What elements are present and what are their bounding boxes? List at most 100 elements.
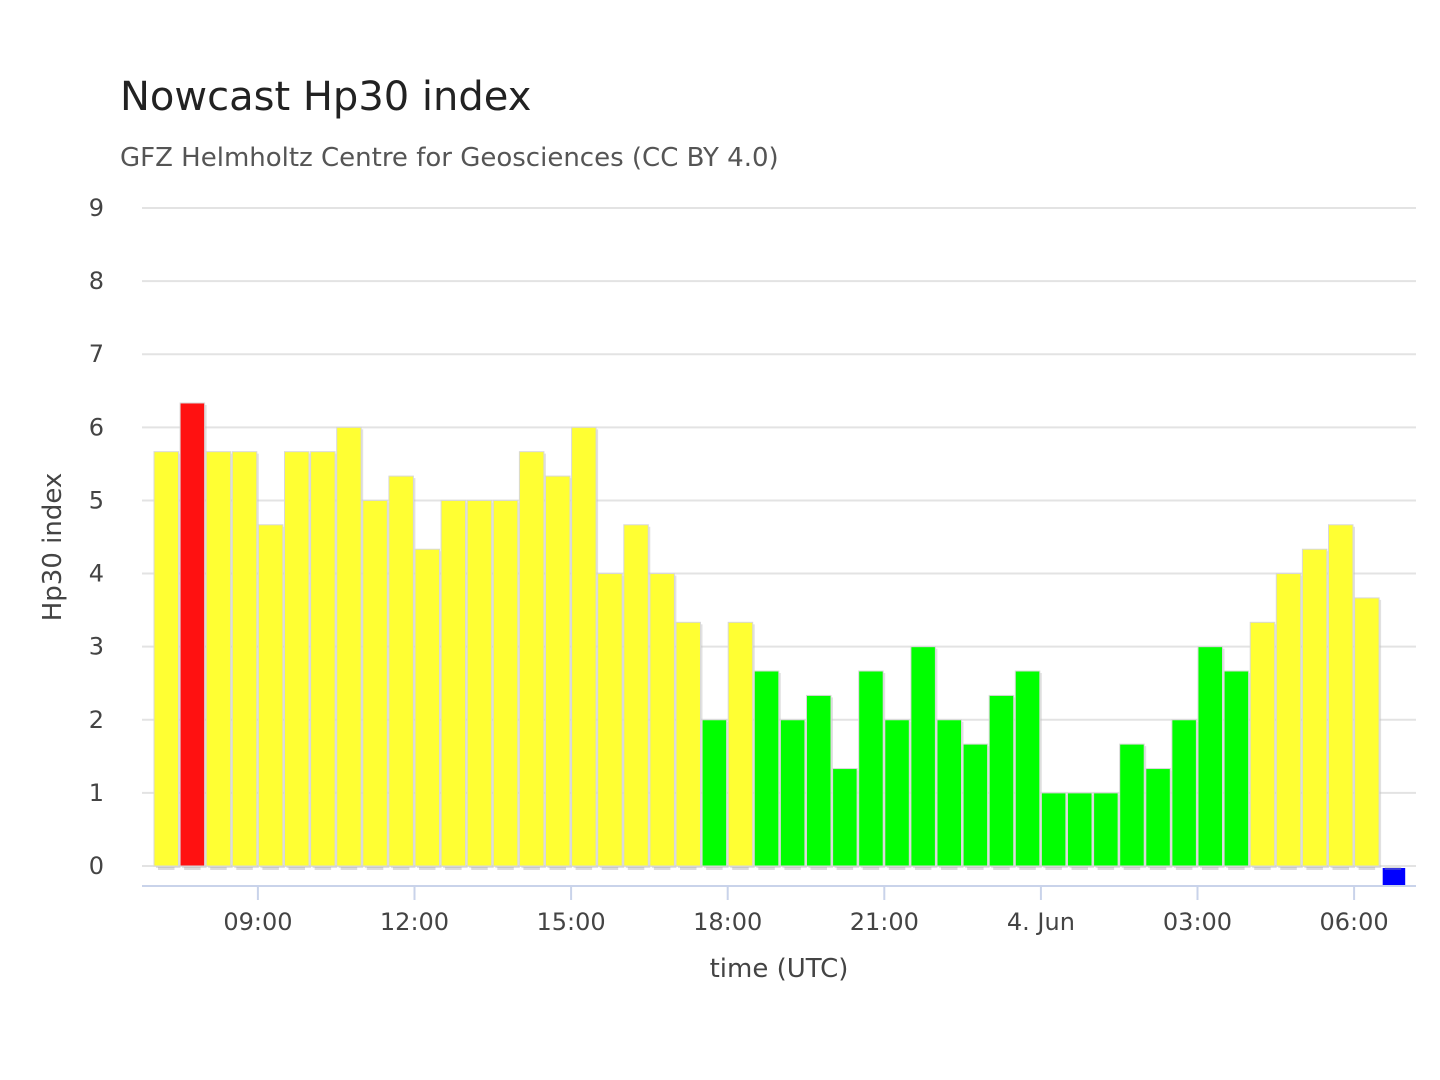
- bar: [1093, 792, 1119, 867]
- bar: [231, 451, 258, 867]
- bar-baseline-mark: [1019, 867, 1036, 870]
- bar-baseline-mark: [575, 867, 593, 870]
- bar-baseline-mark: [314, 867, 332, 870]
- x-axis-ticks: 09:00 12:00 15:00 18:00 21:00 4. Jun 03:00 06:0…: [223, 886, 1389, 936]
- bar-baseline-mark: [497, 867, 514, 870]
- bar: [153, 451, 179, 867]
- bar-baseline-mark: [1175, 867, 1193, 870]
- bar-baseline-mark: [680, 867, 697, 870]
- bar-baseline-mark: [758, 867, 775, 870]
- bar: [1382, 868, 1406, 885]
- bar: [701, 719, 728, 867]
- bar: [1354, 597, 1380, 867]
- bar: [1223, 670, 1250, 867]
- x-tick-label: 12:00: [380, 908, 449, 936]
- x-tick-label: 18:00: [693, 908, 762, 936]
- bar-baseline-mark: [810, 867, 827, 870]
- y-tick-label: 5: [89, 486, 104, 514]
- bar: [1119, 743, 1145, 867]
- bar-baseline-mark: [706, 867, 723, 870]
- bar: [571, 426, 597, 867]
- bar-baseline-mark: [236, 867, 253, 870]
- bar-baseline-mark: [392, 867, 410, 870]
- bar: [1249, 621, 1276, 867]
- bar-baseline-mark: [1228, 867, 1245, 870]
- bar-baseline-mark: [888, 867, 906, 870]
- bar: [884, 719, 910, 867]
- bar: [388, 475, 414, 867]
- bar-baseline-mark: [914, 867, 932, 870]
- bar: [1197, 646, 1223, 867]
- bar: [1171, 719, 1197, 867]
- bar: [779, 719, 806, 867]
- y-tick-label: 7: [89, 340, 104, 368]
- bar: [414, 548, 440, 867]
- bar: [518, 451, 545, 867]
- x-tick-label: 03:00: [1163, 908, 1232, 936]
- bar: [675, 621, 701, 867]
- chart-subtitle: GFZ Helmholtz Centre for Geosciences (CC…: [120, 143, 779, 173]
- bar-baseline-mark: [288, 867, 305, 870]
- y-tick-label: 4: [89, 560, 104, 588]
- bar: [623, 524, 649, 867]
- bar: [545, 475, 571, 867]
- bar: [597, 573, 623, 867]
- bar: [205, 451, 232, 867]
- bar: [962, 743, 989, 867]
- bar: [1328, 524, 1354, 867]
- y-tick-label: 2: [89, 706, 104, 734]
- bar-baseline-mark: [1202, 867, 1219, 870]
- y-axis-label: Hp30 index: [38, 473, 68, 622]
- bar: [310, 451, 336, 867]
- bar-baseline-mark: [1123, 867, 1141, 870]
- bar-baseline-mark: [732, 867, 749, 870]
- bar: [1040, 792, 1067, 867]
- bar-baseline-mark: [1071, 867, 1088, 870]
- bar-baseline-mark: [601, 867, 619, 870]
- bar: [1275, 573, 1302, 867]
- bar: [284, 451, 310, 867]
- bar-baseline-mark: [784, 867, 801, 870]
- y-tick-label: 1: [89, 779, 104, 807]
- bar-baseline-mark: [653, 867, 671, 870]
- bar: [806, 694, 832, 867]
- x-tick-label: 06:00: [1320, 908, 1389, 936]
- bar: [1014, 670, 1041, 867]
- x-tick-label: 21:00: [850, 908, 919, 936]
- bar-baseline-mark: [1384, 867, 1402, 870]
- bar: [1301, 548, 1328, 867]
- bar-baseline-mark: [262, 867, 279, 870]
- bar-baseline-mark: [158, 867, 175, 870]
- bar-baseline-mark: [523, 867, 540, 870]
- y-axis-ticks: 0 1 2 3 4 5 6 7 8 9: [89, 194, 104, 880]
- bar-baseline-mark: [967, 867, 984, 870]
- bar-baseline-mark: [1280, 867, 1297, 870]
- bar: [492, 499, 519, 867]
- x-tick-label: 4. Jun: [1007, 908, 1075, 936]
- bar-baseline-mark: [340, 867, 358, 870]
- bar: [362, 499, 388, 867]
- bar-baseline-mark: [862, 867, 880, 870]
- bar: [753, 670, 780, 867]
- bar-baseline-mark: [1045, 867, 1062, 870]
- bar-baseline-mark: [941, 867, 958, 870]
- bar-baseline-mark: [184, 867, 201, 870]
- x-tick-label: 15:00: [537, 908, 606, 936]
- bar: [257, 524, 284, 867]
- bar-baseline-mark: [1306, 867, 1323, 870]
- bar: [727, 621, 754, 867]
- bar: [649, 573, 675, 867]
- bar-baseline-mark: [836, 867, 854, 870]
- bar: [466, 499, 493, 867]
- bar-baseline-mark: [1358, 867, 1376, 870]
- bar: [1145, 768, 1171, 867]
- bars: [153, 402, 1406, 885]
- bar-baseline-mark: [1254, 867, 1271, 870]
- y-tick-label: 9: [89, 194, 104, 222]
- bar: [179, 402, 206, 867]
- x-tick-label: 09:00: [223, 908, 292, 936]
- bar-baseline-mark: [471, 867, 488, 870]
- bar: [988, 694, 1015, 867]
- bar: [832, 768, 858, 867]
